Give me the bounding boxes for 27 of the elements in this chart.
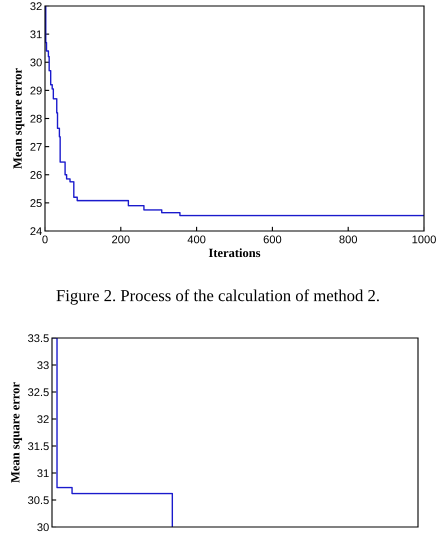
x-tick-label: 200 xyxy=(112,235,130,244)
caption: Figure 2. Process of the calculation of method 2. xyxy=(56,289,379,305)
y-axis-title: Mean square error xyxy=(13,68,24,169)
y-tick-label: 32 xyxy=(37,415,49,424)
y-tick-label: 26 xyxy=(30,171,42,179)
y-tick-label: 33.5 xyxy=(28,334,49,342)
y-tick-label: 30 xyxy=(37,523,49,532)
x-tick-label: 800 xyxy=(339,235,358,244)
y-tick-label: 31 xyxy=(37,469,49,478)
y-axis-title: Mean square error xyxy=(11,382,22,483)
x-tick-label: 600 xyxy=(264,235,282,244)
x-tick-label: 0 xyxy=(42,235,48,244)
y-tick-label: 31 xyxy=(30,30,42,38)
y-tick-label: 28 xyxy=(30,114,42,123)
y-tick-label: 30 xyxy=(30,58,42,66)
y-tick-label: 30.5 xyxy=(28,496,49,504)
y-tick-label: 33 xyxy=(37,361,49,370)
y-tick-label: 31.5 xyxy=(28,442,49,450)
x-tick-label: 1000 xyxy=(412,235,436,244)
x-tick-label: 400 xyxy=(188,235,206,244)
y-tick-label: 24 xyxy=(30,227,42,236)
y-tick-label: 32.5 xyxy=(28,388,49,396)
y-tick-label: 27 xyxy=(30,142,42,151)
y-tick-label: 32 xyxy=(30,2,42,10)
x-axis-title: Iterations xyxy=(208,248,260,258)
y-tick-label: 25 xyxy=(30,199,42,208)
y-tick-label: 29 xyxy=(30,86,42,95)
